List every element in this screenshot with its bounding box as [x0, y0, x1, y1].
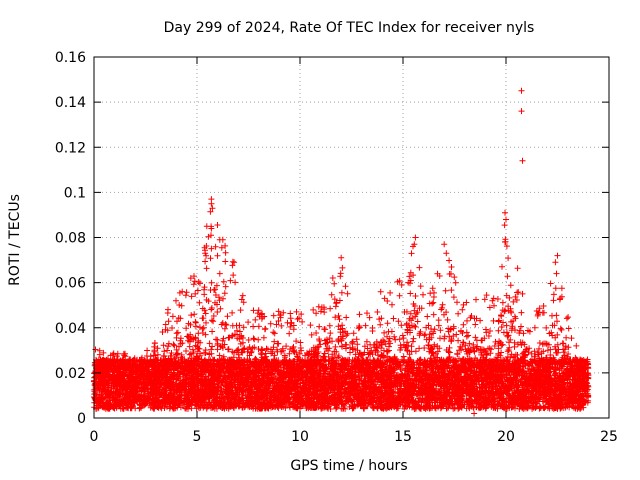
y-tick-label: 0.14 — [55, 95, 86, 111]
x-tick-label: 5 — [193, 429, 202, 445]
chart-title: Day 299 of 2024, Rate Of TEC Index for r… — [164, 20, 535, 36]
data-points — [91, 87, 592, 417]
axis-ticks: 0 0.02 0.04 0.06 0.08 0.1 0.12 0.14 0.16 0 5 10 15 20… — [55, 50, 618, 445]
y-tick-label: 0.16 — [55, 50, 86, 66]
y-tick-label: 0.12 — [55, 140, 86, 156]
y-tick-label: 0.04 — [55, 321, 86, 337]
y-tick-label: 0.1 — [64, 185, 86, 201]
x-axis-label: GPS time / hours — [290, 458, 407, 474]
y-tick-label: 0.02 — [55, 366, 86, 382]
x-tick-label: 15 — [394, 429, 412, 445]
y-tick-label: 0.08 — [55, 231, 86, 247]
x-tick-label: 25 — [600, 429, 618, 445]
y-tick-label: 0 — [77, 411, 86, 427]
x-tick-label: 20 — [497, 429, 515, 445]
x-tick-label: 10 — [291, 429, 309, 445]
y-axis-label: ROTI / TECUs — [7, 194, 23, 286]
x-tick-label: 0 — [90, 429, 99, 445]
y-tick-label: 0.06 — [55, 276, 86, 292]
roti-markers — [91, 87, 592, 417]
